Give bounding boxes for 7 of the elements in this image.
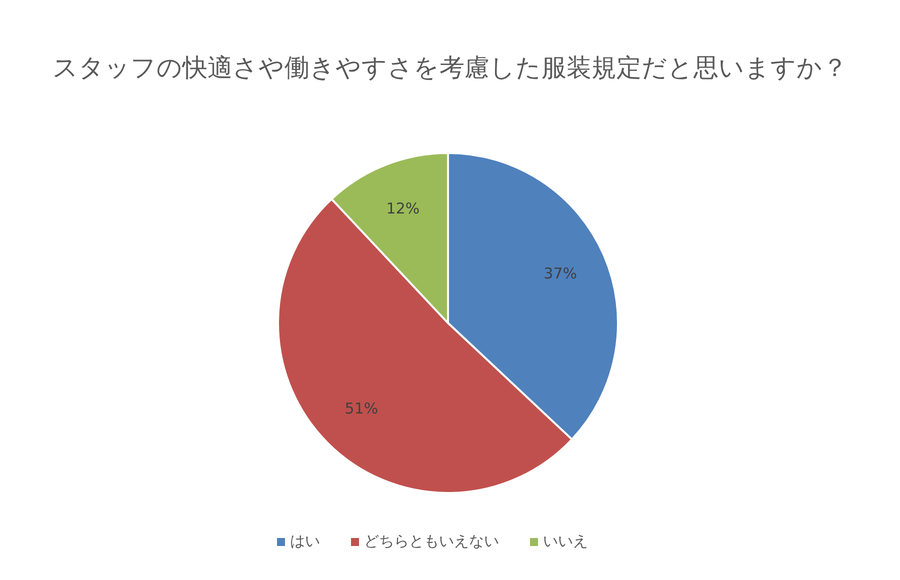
chart-title: スタッフの快適さや働きやすさを考慮した服装規定だと思いますか？ bbox=[52, 53, 848, 82]
data-label: 12% bbox=[386, 199, 420, 218]
legend-label: どちらともいえない bbox=[364, 532, 499, 550]
data-label: 51% bbox=[344, 400, 378, 418]
legend-label: いいえ bbox=[543, 532, 588, 550]
legend-label: はい bbox=[290, 532, 320, 550]
data-label: 37% bbox=[544, 264, 578, 282]
